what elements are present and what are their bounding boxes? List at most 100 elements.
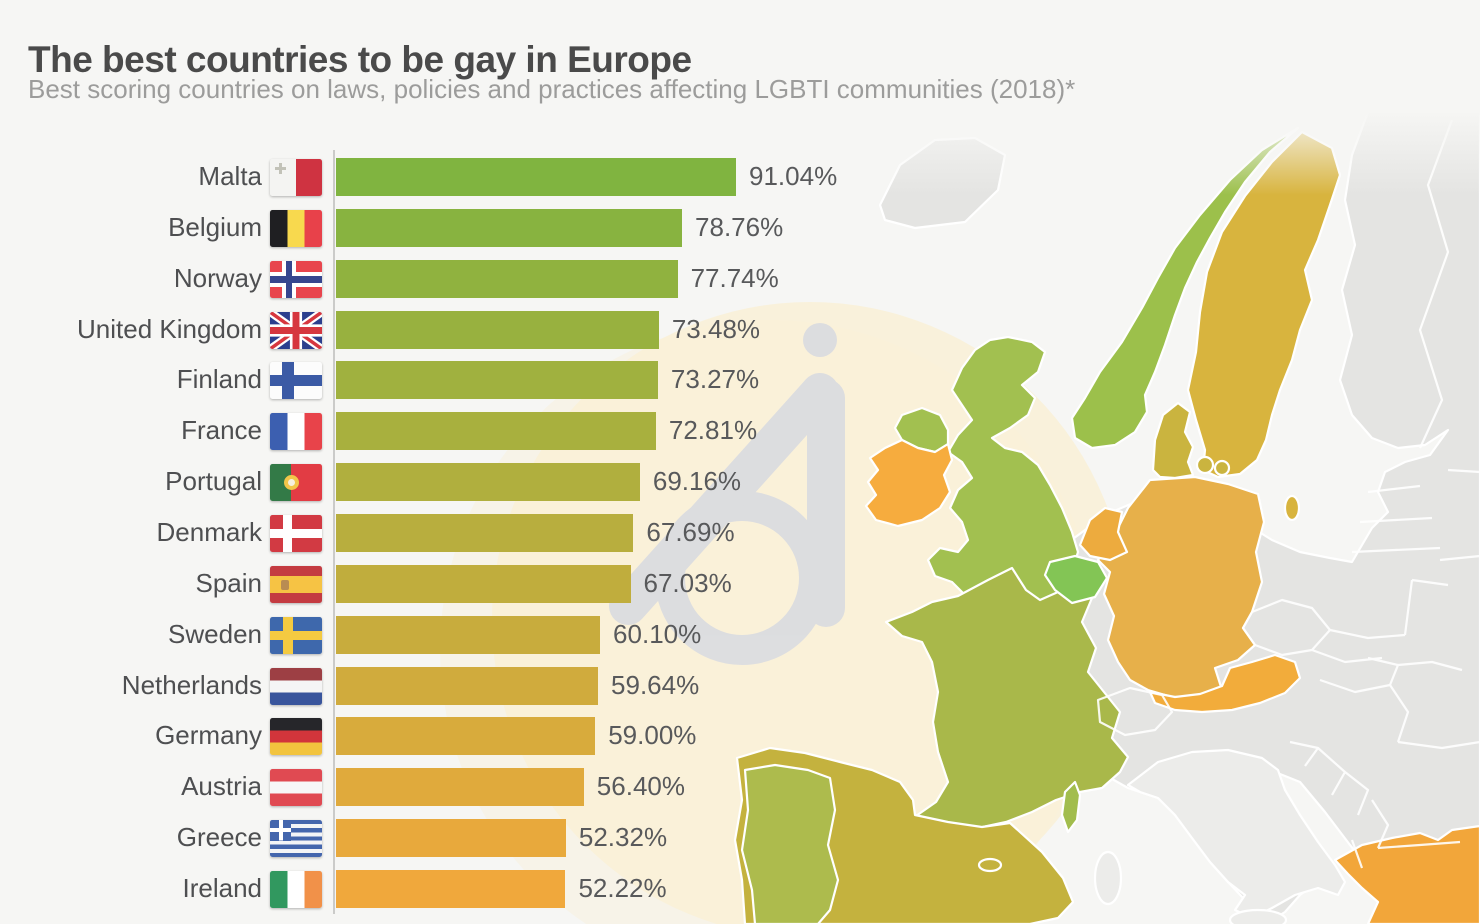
map-belgium [1043, 554, 1109, 605]
flag-icon-portugal [270, 464, 322, 502]
country-label: Norway [173, 262, 262, 293]
value-label: 72.81% [668, 415, 758, 446]
flag-icon-denmark [270, 514, 322, 552]
value-label: 91.04% [749, 161, 838, 191]
chart-row: Greece 52.32% [0, 816, 1480, 861]
map-sweden [1186, 130, 1342, 479]
flag-icon-belgium [270, 209, 322, 247]
bar-germany [336, 717, 596, 756]
bar-norway [336, 259, 678, 298]
bar-denmark [336, 513, 634, 552]
chart-row: Belgium 78.76% [0, 206, 1480, 251]
bar-uk [336, 310, 659, 349]
value-label: 78.76% [695, 211, 784, 242]
chart-row: Austria 56.40% [0, 765, 1480, 810]
map-italy [1126, 748, 1347, 920]
map-norway [1070, 126, 1300, 450]
chart-row: Germany 59.00% [0, 714, 1480, 759]
chart-row: Sweden 60.10% [0, 613, 1480, 658]
flag-icon-germany [270, 718, 322, 756]
flag-icon-sweden [270, 616, 322, 654]
map-denmark-island [1195, 455, 1215, 475]
chart-row: Malta 91.04% [0, 155, 1480, 200]
chart-row: Netherlands 59.64% [0, 664, 1480, 709]
flag-icon-austria [270, 769, 322, 807]
country-label: Belgium [168, 211, 262, 242]
bar-austria [336, 768, 584, 807]
flag-icon-finland [270, 362, 322, 400]
flag-icon-greece [270, 820, 322, 858]
value-label: 67.03% [643, 567, 732, 598]
chart-row: Portugal 69.16% [0, 460, 1480, 505]
country-label: Spain [195, 567, 263, 598]
flag-icon-norway [270, 260, 322, 298]
value-label: 69.16% [652, 466, 742, 497]
value-label: 59.00% [608, 720, 697, 751]
flag-icon-malta [270, 159, 322, 196]
map-austria [1148, 653, 1302, 714]
map-ireland [864, 438, 954, 528]
flag-icon-spain [270, 565, 322, 603]
country-label: Netherlands [121, 669, 262, 700]
flag-icon-netherlands [270, 667, 322, 705]
map-netherlands [1078, 506, 1129, 562]
map-sardinia [1093, 850, 1123, 906]
country-label: Ireland [182, 872, 263, 903]
chart-row: France 72.81% [0, 409, 1480, 454]
map-france [884, 566, 1130, 830]
map-greece [1333, 824, 1480, 924]
map-corsica [1060, 780, 1082, 834]
flag-icon-ireland [270, 870, 322, 908]
value-label: 59.64% [611, 669, 700, 700]
value-label: 73.48% [671, 313, 761, 344]
value-label: 56.40% [596, 771, 685, 802]
flag-icon-france [270, 413, 322, 451]
bar-belgium [336, 208, 682, 247]
chart-row: United Kingdom 73.48% [0, 308, 1480, 353]
value-label: 52.22% [578, 872, 667, 903]
page-subtitle: Best scoring countries on laws, policies… [28, 74, 1076, 104]
country-label: Sweden [168, 618, 262, 649]
bar-finland [336, 361, 658, 400]
map-sicily [1228, 908, 1288, 924]
bar-malta [336, 158, 736, 196]
value-label: 77.74% [690, 262, 779, 293]
value-label: 67.69% [646, 516, 735, 547]
map-portugal [740, 763, 840, 924]
value-label: 73.27% [670, 364, 760, 395]
bar-france [336, 412, 656, 451]
country-label: Austria [181, 771, 262, 802]
watermark-logo-glyph [609, 323, 845, 665]
chart-row: Spain 67.03% [0, 562, 1480, 607]
country-label: Malta [198, 161, 262, 191]
chart-row: Norway 77.74% [0, 257, 1480, 302]
country-label: Greece [176, 822, 262, 853]
map-denmark-island [1213, 459, 1231, 477]
country-label: Portugal [165, 466, 262, 497]
country-label: France [181, 415, 262, 446]
country-label: Finland [176, 364, 262, 395]
page-title: The best countries to be gay in Europe [28, 38, 692, 80]
bar-portugal [336, 463, 640, 502]
bar-spain [336, 564, 631, 603]
bar-chart: Malta 91.04% Belgium 78.76% Norway 77.74% Unit… [0, 155, 1480, 924]
map-top-fade [860, 110, 1480, 195]
value-label: 60.10% [613, 618, 702, 649]
value-label: 52.32% [578, 822, 668, 853]
map-gotland [1283, 494, 1301, 522]
bar-greece [336, 819, 566, 858]
map-balearic-islands [977, 857, 1003, 873]
chart-row: Denmark 67.69% [0, 511, 1480, 556]
country-label: United Kingdom [77, 313, 262, 344]
bar-ireland [336, 869, 566, 908]
chart-row: Finland 73.27% [0, 358, 1480, 403]
bar-sweden [336, 615, 601, 654]
chart-axis-line [333, 150, 335, 914]
country-label: Germany [155, 720, 262, 751]
flag-icon-uk [270, 311, 322, 349]
chart-row: Ireland 52.22% [0, 867, 1480, 912]
country-label: Denmark [156, 516, 262, 547]
bar-netherlands [336, 666, 598, 705]
